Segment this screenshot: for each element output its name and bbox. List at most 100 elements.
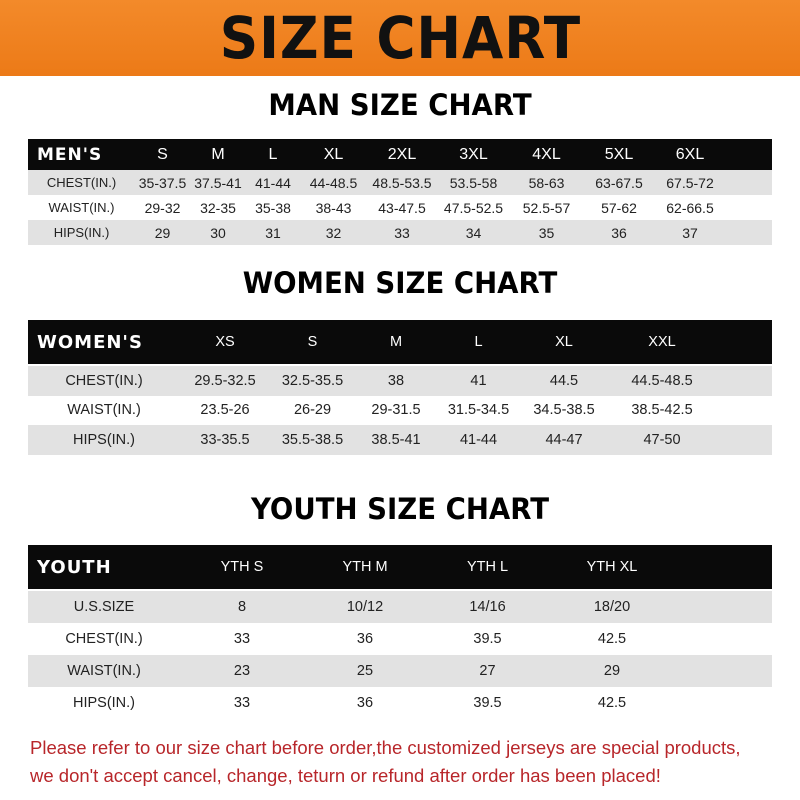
row-label: CHEST(IN.) bbox=[46, 175, 117, 190]
measurement-cell: 8 bbox=[237, 599, 247, 615]
table-row: CHEST(IN.) 33 36 39.5 42.5 bbox=[28, 623, 772, 655]
measurement-cell: 35-38 bbox=[255, 199, 291, 216]
measurement-cell: 38.5-41 bbox=[371, 431, 421, 448]
measurement-cell: 18/20 bbox=[593, 599, 631, 615]
measurement-cell: 35 bbox=[538, 224, 555, 241]
size-header: 5XL bbox=[604, 145, 634, 163]
table-row: WAIST(IN.) 23 25 27 29 bbox=[28, 655, 772, 687]
title-banner: SIZE CHART bbox=[0, 0, 800, 76]
table-header-label: MEN'S bbox=[37, 144, 103, 165]
table-row: WAIST(IN.) 29-32 32-35 35-38 38-43 43-47.5 47.… bbox=[28, 195, 772, 220]
row-label: HIPS(IN.) bbox=[72, 431, 136, 448]
table-header-label: WOMEN'S bbox=[37, 331, 143, 353]
measurement-cell: 32-35 bbox=[200, 199, 236, 216]
table-row: HIPS(IN.) 33-35.5 35.5-38.5 38.5-41 41-44 44-… bbox=[28, 425, 772, 455]
measurement-cell: 29.5-32.5 bbox=[194, 372, 256, 389]
table-row: CHEST(IN.) 35-37.5 37.5-41 41-44 44-48.5 48.5… bbox=[28, 170, 772, 195]
size-header: L bbox=[268, 145, 278, 163]
measurement-cell: 35.5-38.5 bbox=[281, 431, 344, 448]
table-header-row: YOUTH YTH S YTH M YTH L YTH XL bbox=[28, 545, 772, 589]
measurement-cell: 29-32 bbox=[144, 199, 181, 216]
table-row: CHEST(IN.) 29.5-32.5 32.5-35.5 38 41 44.5 44.5… bbox=[28, 366, 772, 396]
youth-size-table: YOUTH YTH S YTH M YTH L YTH XL U.S.SIZE 8 10/12… bbox=[28, 545, 772, 719]
measurement-cell: 10/12 bbox=[346, 599, 384, 615]
size-header: 3XL bbox=[459, 145, 488, 163]
measurement-cell: 32 bbox=[325, 224, 342, 241]
order-notice: Please refer to our size chart before or… bbox=[30, 734, 790, 790]
notice-line-2: we don't accept cancel, change, teturn o… bbox=[30, 765, 661, 786]
measurement-cell: 42.5 bbox=[597, 695, 627, 711]
measurement-cell: 25 bbox=[356, 663, 374, 679]
page-title: SIZE CHART bbox=[219, 4, 581, 72]
measurement-cell: 23.5-26 bbox=[200, 402, 250, 419]
measurement-cell: 35-37.5 bbox=[138, 174, 187, 191]
size-header: S bbox=[307, 334, 318, 350]
measurement-cell: 67.5-72 bbox=[666, 174, 714, 191]
size-header: YTH M bbox=[342, 559, 388, 575]
measurement-cell: 39.5 bbox=[473, 695, 502, 711]
measurement-cell: 52.5-57 bbox=[522, 199, 571, 216]
measurement-cell: 36 bbox=[356, 631, 374, 647]
measurement-cell: 29-31.5 bbox=[371, 402, 421, 419]
size-header: M bbox=[389, 334, 403, 350]
measurement-cell: 44-47 bbox=[545, 431, 583, 448]
measurement-cell: 38.5-42.5 bbox=[631, 402, 693, 419]
measurement-cell: 36 bbox=[611, 224, 627, 241]
size-header: YTH XL bbox=[586, 559, 638, 575]
men-section-title: MAN SIZE CHART bbox=[268, 88, 532, 122]
measurement-cell: 43-47.5 bbox=[378, 199, 426, 216]
measurement-cell: 26-29 bbox=[293, 402, 332, 419]
measurement-cell: 57-62 bbox=[601, 199, 637, 216]
size-header: YTH S bbox=[220, 559, 264, 575]
size-header: M bbox=[211, 145, 225, 163]
table-header-row: WOMEN'S XS S M L XL XXL bbox=[28, 320, 772, 364]
size-header: XL bbox=[323, 145, 344, 163]
measurement-cell: 48.5-53.5 bbox=[372, 174, 432, 191]
measurement-cell: 41-44 bbox=[459, 431, 498, 448]
women-size-table: WOMEN'S XS S M L XL XXL CHEST(IN.) 29.5-32.5 32.5… bbox=[28, 320, 772, 455]
size-header: L bbox=[474, 334, 483, 350]
measurement-cell: 53.5-58 bbox=[449, 174, 498, 191]
size-header: S bbox=[157, 145, 168, 163]
measurement-cell: 33-35.5 bbox=[200, 431, 250, 448]
measurement-cell: 33 bbox=[394, 224, 410, 241]
measurement-cell: 37.5-41 bbox=[194, 174, 242, 191]
measurement-cell: 31 bbox=[265, 224, 281, 241]
measurement-cell: 30 bbox=[210, 224, 226, 241]
measurement-cell: 33 bbox=[233, 631, 251, 647]
measurement-cell: 32.5-35.5 bbox=[281, 372, 344, 389]
measurement-cell: 38-43 bbox=[315, 199, 352, 216]
measurement-cell: 38 bbox=[387, 372, 405, 389]
row-label: WAIST(IN.) bbox=[67, 402, 141, 419]
table-row: U.S.SIZE 8 10/12 14/16 18/20 bbox=[28, 591, 772, 623]
measurement-cell: 14/16 bbox=[469, 599, 506, 615]
row-label: U.S.SIZE bbox=[73, 599, 135, 615]
measurement-cell: 47-50 bbox=[643, 431, 681, 448]
measurement-cell: 44.5-48.5 bbox=[631, 372, 693, 389]
size-header: 4XL bbox=[532, 145, 561, 163]
measurement-cell: 44-48.5 bbox=[309, 174, 358, 191]
measurement-cell: 31.5-34.5 bbox=[447, 402, 510, 419]
measurement-cell: 36 bbox=[356, 695, 374, 711]
measurement-cell: 33 bbox=[233, 695, 251, 711]
measurement-cell: 62-66.5 bbox=[666, 199, 714, 216]
size-header: XS bbox=[215, 334, 235, 350]
row-label: HIPS(IN.) bbox=[53, 225, 110, 240]
size-header: XL bbox=[555, 334, 573, 350]
size-header: 2XL bbox=[387, 145, 417, 163]
size-header: YTH L bbox=[466, 559, 509, 575]
measurement-cell: 29 bbox=[154, 224, 171, 241]
size-header: XXL bbox=[648, 334, 676, 350]
row-label: WAIST(IN.) bbox=[48, 200, 115, 215]
table-row: WAIST(IN.) 23.5-26 26-29 29-31.5 31.5-34.5 34… bbox=[28, 395, 772, 425]
measurement-cell: 29 bbox=[603, 663, 621, 679]
measurement-cell: 34 bbox=[465, 224, 482, 241]
measurement-cell: 42.5 bbox=[597, 631, 627, 647]
measurement-cell: 41 bbox=[470, 372, 487, 389]
row-label: HIPS(IN.) bbox=[72, 695, 136, 711]
measurement-cell: 37 bbox=[682, 224, 698, 241]
youth-section-title: YOUTH SIZE CHART bbox=[250, 492, 550, 526]
measurement-cell: 34.5-38.5 bbox=[533, 402, 595, 419]
measurement-cell: 41-44 bbox=[255, 174, 291, 191]
row-label: WAIST(IN.) bbox=[67, 663, 141, 679]
